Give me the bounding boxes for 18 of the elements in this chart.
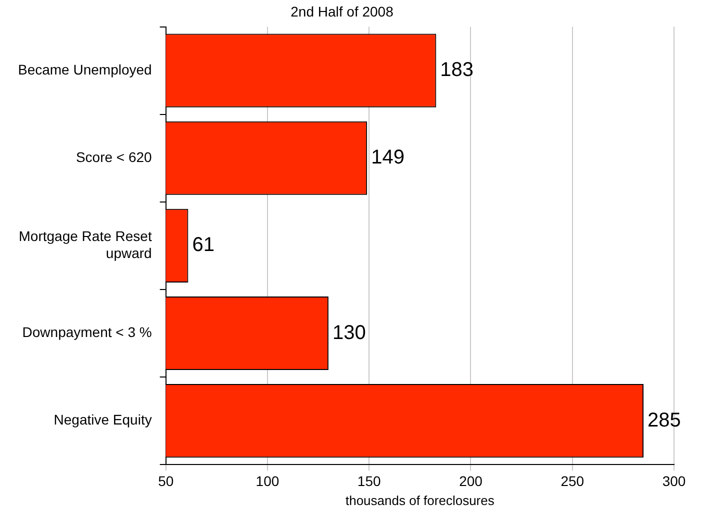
x-tick-label: 50 bbox=[158, 472, 174, 489]
x-axis-title: thousands of foreclosures bbox=[345, 492, 495, 508]
y-tick-label: Became Unemployed bbox=[18, 61, 152, 78]
data-label: 130 bbox=[332, 322, 366, 344]
chart-subtitle: 2nd Half of 2008 bbox=[290, 3, 394, 20]
y-tick-label: Score < 620 bbox=[76, 149, 152, 165]
y-tick-label: Negative Equity bbox=[54, 412, 152, 428]
x-tick-label: 200 bbox=[459, 472, 483, 489]
x-tick-label: 100 bbox=[256, 472, 280, 489]
data-label: 149 bbox=[371, 146, 404, 169]
data-label: 183 bbox=[440, 59, 474, 82]
y-tick-label: Mortgage Rate Reset upward bbox=[18, 228, 152, 261]
data-label: 61 bbox=[192, 234, 214, 256]
x-tick-label: 250 bbox=[560, 472, 584, 489]
x-tick-label: 300 bbox=[662, 472, 686, 489]
x-tick-label: 150 bbox=[357, 472, 381, 489]
y-tick-label: Downpayment < 3 % bbox=[22, 324, 152, 340]
data-label: 285 bbox=[648, 409, 681, 432]
